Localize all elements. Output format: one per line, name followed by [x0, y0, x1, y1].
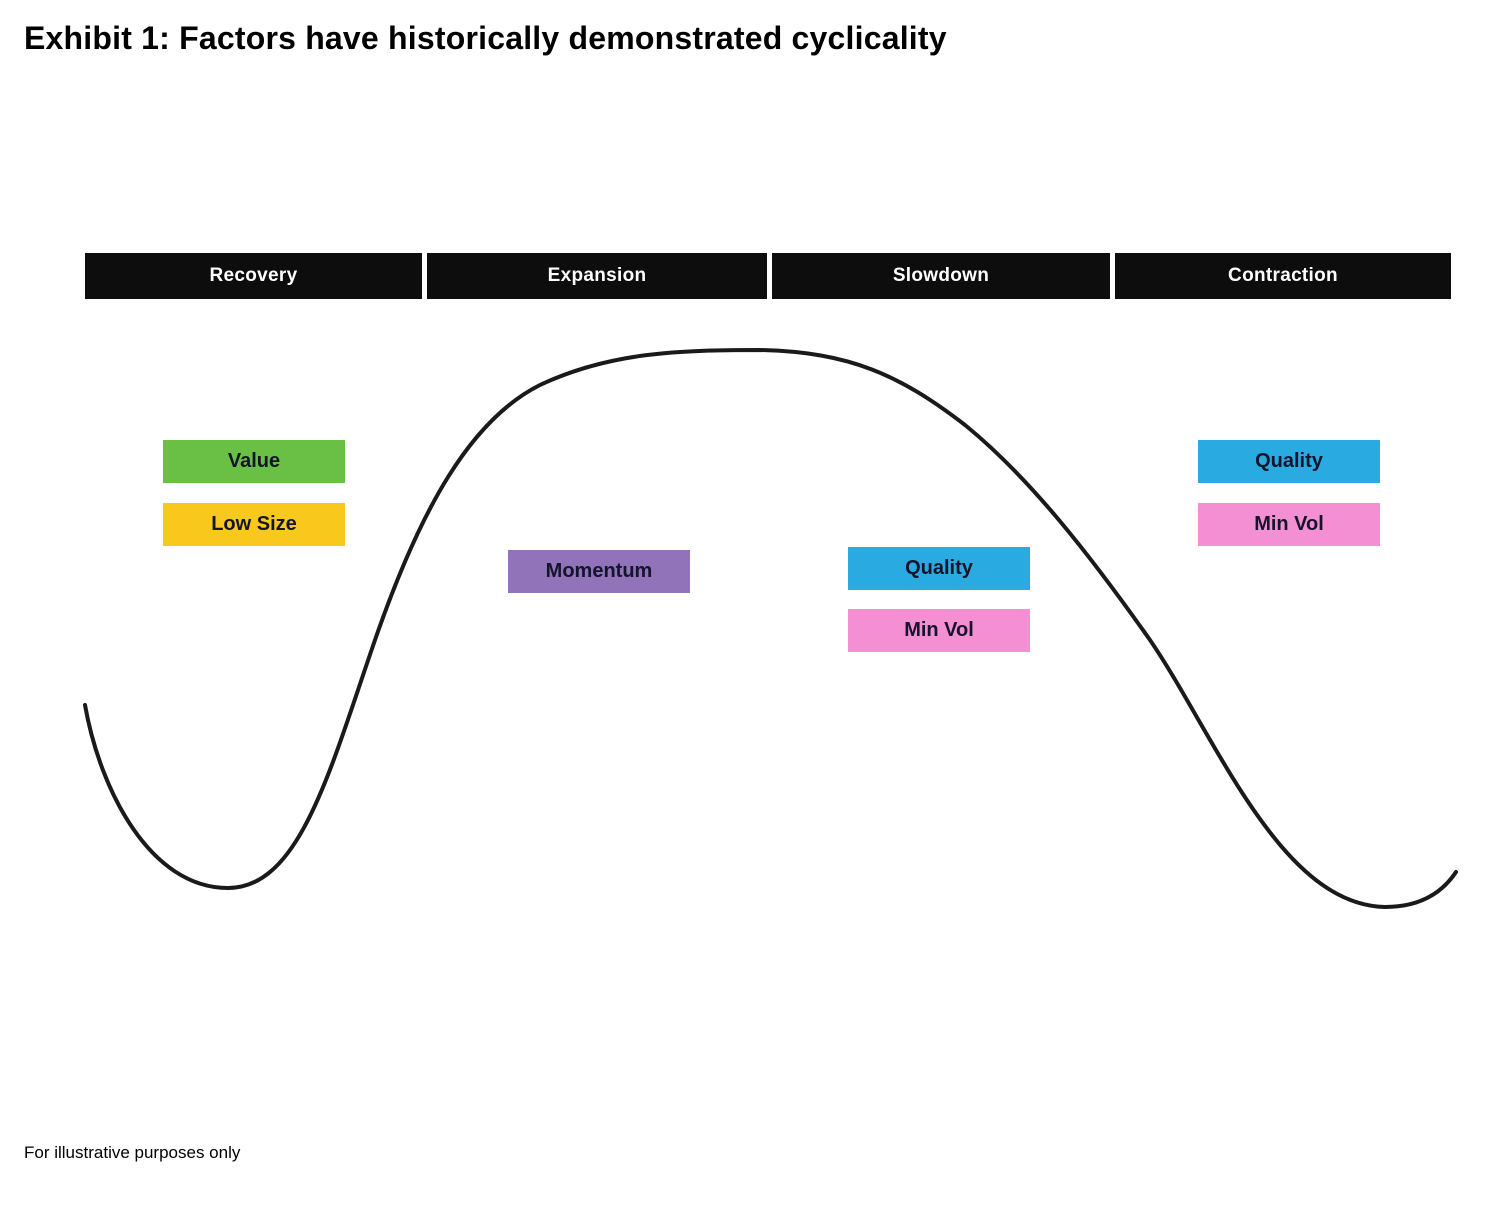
factor-label-value: Value: [227, 450, 281, 472]
factor-label-momentum: Momentum: [545, 560, 653, 582]
factor-box-quality-contraction: Quality: [1198, 440, 1380, 483]
factor-box-min-vol-slowdown: Min Vol: [848, 609, 1030, 652]
factor-label-quality-slowdown: Quality: [905, 557, 973, 579]
phase-label-contraction: Contraction: [1228, 265, 1338, 286]
factor-label-quality-contraction: Quality: [1255, 450, 1323, 472]
factor-box-min-vol-contraction: Min Vol: [1198, 503, 1380, 546]
factor-label-low-size: Low Size: [211, 513, 297, 535]
page-title: Exhibit 1: Factors have historically dem…: [24, 20, 947, 56]
phase-bar-slowdown: Slowdown: [772, 253, 1110, 299]
footnote: For illustrative purposes only: [24, 1143, 241, 1162]
factor-box-momentum: Momentum: [508, 550, 690, 593]
phase-bar-recovery: Recovery: [85, 253, 422, 299]
phase-label-slowdown: Slowdown: [892, 265, 990, 286]
factor-label-min-vol-contraction: Min Vol: [1254, 513, 1324, 535]
phase-label-expansion: Expansion: [547, 265, 647, 286]
phase-bar-expansion: Expansion: [427, 253, 767, 299]
factor-box-low-size: Low Size: [163, 503, 345, 546]
factor-label-min-vol-slowdown: Min Vol: [904, 619, 974, 641]
factor-box-value: Value: [163, 440, 345, 483]
factor-box-quality-slowdown: Quality: [848, 547, 1030, 590]
phase-label-recovery: Recovery: [209, 265, 298, 286]
phase-bar-contraction: Contraction: [1115, 253, 1451, 299]
